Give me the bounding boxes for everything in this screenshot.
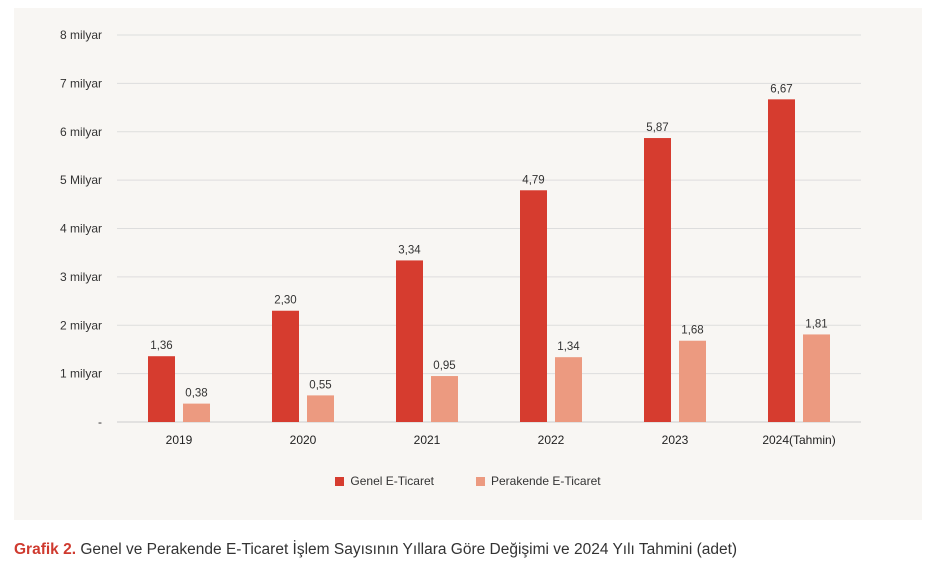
- chart-panel: - 1 milyar 2 milyar 3 milyar 4 milyar 5 Milya…: [14, 8, 922, 520]
- legend-label-genel: Genel E-Ticaret: [350, 474, 434, 488]
- data-label: 0,38: [185, 388, 207, 400]
- bar-perakende: [307, 395, 334, 422]
- legend: Genel E-Ticaret Perakende E-Ticaret: [14, 474, 922, 488]
- bar-perakende: [183, 403, 210, 422]
- data-label: 5,87: [646, 122, 668, 134]
- bar-genel: [520, 190, 547, 422]
- x-tick-label: 2021: [414, 433, 441, 447]
- y-tick-label: -: [98, 415, 102, 429]
- y-tick-label: 4 milyar: [60, 222, 102, 236]
- bar-genel: [148, 356, 175, 422]
- y-tick-label: 8 milyar: [60, 28, 102, 42]
- bar-genel: [396, 260, 423, 422]
- y-tick-label: 3 milyar: [60, 270, 102, 284]
- legend-item-genel: Genel E-Ticaret: [335, 474, 434, 488]
- data-label: 1,68: [681, 325, 703, 337]
- bar-genel: [768, 99, 795, 423]
- bar-perakende: [803, 334, 830, 422]
- caption-prefix: Grafik 2.: [14, 541, 77, 558]
- figure-caption: Grafik 2. Genel ve Perakende E-Ticaret İ…: [14, 541, 737, 559]
- bar-genel: [644, 138, 671, 422]
- x-tick-label: 2022: [538, 433, 565, 447]
- bar-perakende: [431, 376, 458, 422]
- y-tick-label: 5 Milyar: [60, 173, 102, 187]
- caption-text: Genel ve Perakende E-Ticaret İşlem Sayıs…: [76, 541, 738, 558]
- data-label: 0,95: [433, 360, 455, 372]
- legend-swatch-genel: [335, 476, 345, 486]
- x-tick-label: 2024(Tahmin): [762, 433, 835, 447]
- bar-genel: [272, 310, 299, 422]
- bar-chart: - 1 milyar 2 milyar 3 milyar 4 milyar 5 Milya…: [60, 28, 861, 447]
- bar-perakende: [555, 357, 582, 422]
- y-tick-label: 2 milyar: [60, 318, 102, 332]
- data-label: 3,34: [398, 244, 421, 256]
- y-tick-label: 7 milyar: [60, 76, 102, 90]
- data-label: 2,30: [274, 295, 296, 307]
- data-label: 1,36: [150, 340, 172, 352]
- data-label: 0,55: [309, 379, 331, 391]
- y-tick-label: 1 milyar: [60, 367, 102, 381]
- bar-perakende: [679, 340, 706, 422]
- data-label: 1,34: [557, 341, 580, 353]
- legend-swatch-perakende: [475, 476, 485, 486]
- x-tick-label: 2023: [662, 433, 689, 447]
- x-tick-label: 2020: [290, 433, 317, 447]
- data-label: 1,81: [805, 318, 827, 330]
- x-tick-label: 2019: [166, 433, 193, 447]
- y-tick-label: 6 milyar: [60, 125, 102, 139]
- legend-label-perakende: Perakende E-Ticaret: [490, 474, 601, 488]
- data-label: 4,79: [522, 174, 544, 186]
- data-label: 6,67: [770, 83, 792, 95]
- legend-item-perakende: Perakende E-Ticaret: [475, 474, 601, 488]
